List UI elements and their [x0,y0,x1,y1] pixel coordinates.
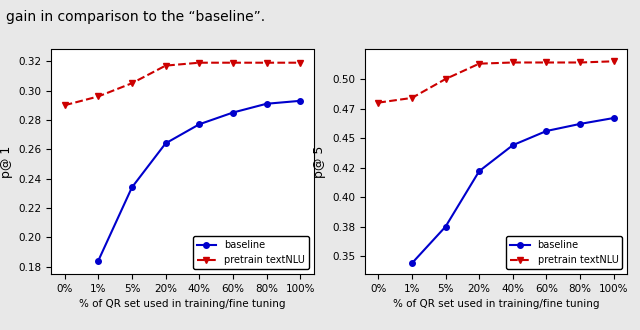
Legend: baseline, pretrain textNLU: baseline, pretrain textNLU [193,236,308,269]
baseline [262,102,270,106]
pretrain textNLU [543,60,550,64]
baseline [195,122,203,126]
baseline [296,99,304,103]
baseline [442,225,449,229]
Text: gain in comparison to the “baseline”.: gain in comparison to the “baseline”. [6,10,266,24]
baseline [162,141,170,145]
baseline [610,116,618,120]
pretrain textNLU [229,61,237,65]
baseline [543,129,550,133]
baseline [128,185,136,189]
pretrain textNLU [610,59,618,63]
Line: pretrain textNLU: pretrain textNLU [375,58,617,106]
pretrain textNLU [576,60,584,64]
pretrain textNLU [408,96,416,100]
pretrain textNLU [128,81,136,85]
baseline [576,122,584,126]
baseline [229,111,237,115]
baseline [95,259,102,263]
Legend: baseline, pretrain textNLU: baseline, pretrain textNLU [506,236,622,269]
Y-axis label: p@ 5: p@ 5 [314,146,326,178]
pretrain textNLU [61,103,68,107]
baseline [408,261,416,265]
Line: pretrain textNLU: pretrain textNLU [61,60,303,108]
pretrain textNLU [476,62,483,66]
pretrain textNLU [162,64,170,68]
pretrain textNLU [95,94,102,98]
pretrain textNLU [374,101,382,105]
X-axis label: % of QR set used in training/fine tuning: % of QR set used in training/fine tuning [79,299,285,309]
baseline [476,169,483,173]
pretrain textNLU [442,77,449,81]
pretrain textNLU [509,60,516,64]
Y-axis label: p@ 1: p@ 1 [0,146,13,178]
baseline [509,143,516,147]
pretrain textNLU [296,61,304,65]
pretrain textNLU [195,61,203,65]
Line: baseline: baseline [95,98,303,263]
X-axis label: % of QR set used in training/fine tuning: % of QR set used in training/fine tuning [393,299,599,309]
pretrain textNLU [262,61,270,65]
Line: baseline: baseline [409,115,616,266]
